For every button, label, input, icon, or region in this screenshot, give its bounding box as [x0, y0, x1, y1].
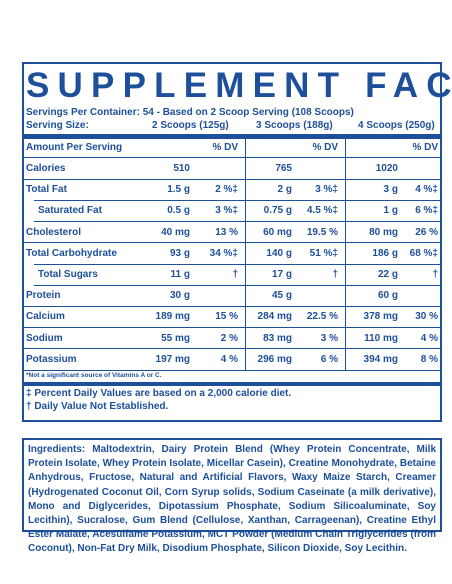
amount: 93 g: [169, 247, 190, 259]
amount: 110 mg: [364, 332, 398, 344]
amount: 140 g: [266, 247, 292, 259]
row-rule: [34, 221, 440, 223]
row-label: Saturated Fat: [38, 205, 102, 217]
dv-header: % DV: [312, 142, 338, 153]
percent-dv: 3 %‡: [315, 184, 338, 196]
amount: 60 mg: [263, 226, 292, 238]
thick-rule: [24, 382, 440, 386]
row-rule: [24, 348, 440, 350]
amount: 0.75 g: [263, 205, 292, 217]
serving-size-label: Serving Size:: [26, 120, 89, 131]
amount: 3 g: [383, 184, 398, 196]
note: † Daily Value Not Established.: [26, 401, 169, 412]
amount: 83 mg: [263, 332, 292, 344]
percent-dv: 4 %: [420, 332, 438, 344]
percent-dv: †: [432, 269, 438, 280]
amount: 40 mg: [161, 226, 190, 238]
amount: 394 mg: [363, 353, 398, 365]
percent-dv: 19.5 %: [306, 226, 338, 238]
amount: 22 g: [377, 269, 398, 280]
ingredients-text: Maltodextrin, Dairy Protein Blend (Whey …: [28, 444, 437, 555]
amount: 80 mg: [369, 226, 398, 238]
percent-dv: 51 %‡: [309, 247, 338, 259]
percent-dv: 13 %: [215, 226, 238, 238]
amount: 2 g: [277, 184, 292, 196]
row-rule: [24, 327, 440, 329]
row-label: Calories: [26, 163, 66, 174]
amount: 197 mg: [155, 353, 190, 365]
row-rule: [24, 370, 440, 371]
percent-dv: 8 %: [420, 353, 438, 365]
row-label: Protein: [26, 290, 61, 302]
percent-dv: 6 %‡: [415, 205, 438, 217]
row-label: Total Sugars: [38, 269, 98, 280]
amount: 186 g: [372, 247, 398, 259]
row-rule: [34, 284, 440, 286]
amount: 0.5 g: [167, 205, 190, 217]
amount: 189 mg: [155, 311, 190, 323]
row-rule: [24, 242, 440, 244]
percent-dv: 22.5 %: [306, 311, 338, 323]
amount: 765: [275, 163, 292, 174]
amount: 55 mg: [161, 332, 190, 344]
header-label: Amount Per Serving: [26, 142, 123, 153]
percent-dv: 34 %‡: [209, 247, 238, 259]
row-rule: [24, 305, 440, 307]
row-rule: [34, 199, 440, 201]
note: ‡ Percent Daily Values are based on a 2,…: [26, 388, 292, 399]
row-rule: [34, 263, 440, 265]
percent-dv: 26 %: [415, 226, 438, 238]
row-label: Sodium: [26, 332, 63, 344]
servings-per-container: Servings Per Container: 54 - Based on 2 …: [26, 107, 354, 118]
thick-rule: [24, 134, 440, 139]
percent-dv: 4.5 %‡: [306, 205, 338, 217]
ingredients-label: Ingredients:: [28, 444, 86, 455]
amount: 11 g: [170, 269, 190, 280]
percent-dv: 4 %: [220, 353, 238, 365]
amount: 296 mg: [257, 353, 292, 365]
ingredients-box: Ingredients: Maltodextrin, Dairy Protein…: [22, 438, 442, 554]
column-rule: [345, 139, 346, 370]
percent-dv: 68 %‡: [409, 247, 438, 259]
amount: 17 g: [271, 269, 292, 280]
dv-header: % DV: [212, 142, 238, 153]
amount: 510: [173, 163, 190, 174]
serving-size: 4 Scoops (250g): [358, 120, 435, 131]
amount: 30 g: [169, 290, 190, 302]
row-label: Cholesterol: [26, 226, 82, 238]
percent-dv: 15 %: [215, 311, 238, 323]
serving-size: 2 Scoops (125g): [152, 120, 229, 131]
column-rule: [245, 139, 246, 370]
percent-dv: 3 %‡: [215, 205, 238, 217]
row-label: Total Fat: [26, 184, 67, 196]
facts-panel: [22, 62, 442, 422]
percent-dv: †: [232, 269, 238, 280]
serving-size: 3 Scoops (188g): [256, 120, 333, 131]
title: SUPPLEMENT FACTS: [26, 66, 452, 105]
percent-dv: 2 %‡: [215, 184, 238, 196]
row-label: Potassium: [26, 353, 77, 365]
dv-header: % DV: [412, 142, 438, 153]
amount: 45 g: [271, 290, 292, 302]
amount: 1.5 g: [167, 184, 190, 196]
amount: 1 g: [383, 205, 398, 217]
percent-dv: 30 %: [415, 311, 438, 323]
amount: 284 mg: [257, 311, 292, 323]
amount: 378 mg: [363, 311, 398, 323]
footnote: *Not a significant source of Vitamins A …: [26, 372, 162, 379]
amount: 60 g: [377, 290, 398, 302]
row-rule: [24, 157, 440, 158]
percent-dv: 3 %: [320, 332, 338, 344]
percent-dv: 4 %‡: [415, 184, 438, 196]
row-label: Total Carbohydrate: [26, 247, 117, 259]
percent-dv: 6 %: [320, 353, 338, 365]
amount: 1020: [375, 163, 398, 174]
row-rule: [24, 178, 440, 180]
percent-dv: †: [332, 269, 338, 280]
percent-dv: 2 %: [220, 332, 238, 344]
row-label: Calcium: [26, 311, 65, 323]
